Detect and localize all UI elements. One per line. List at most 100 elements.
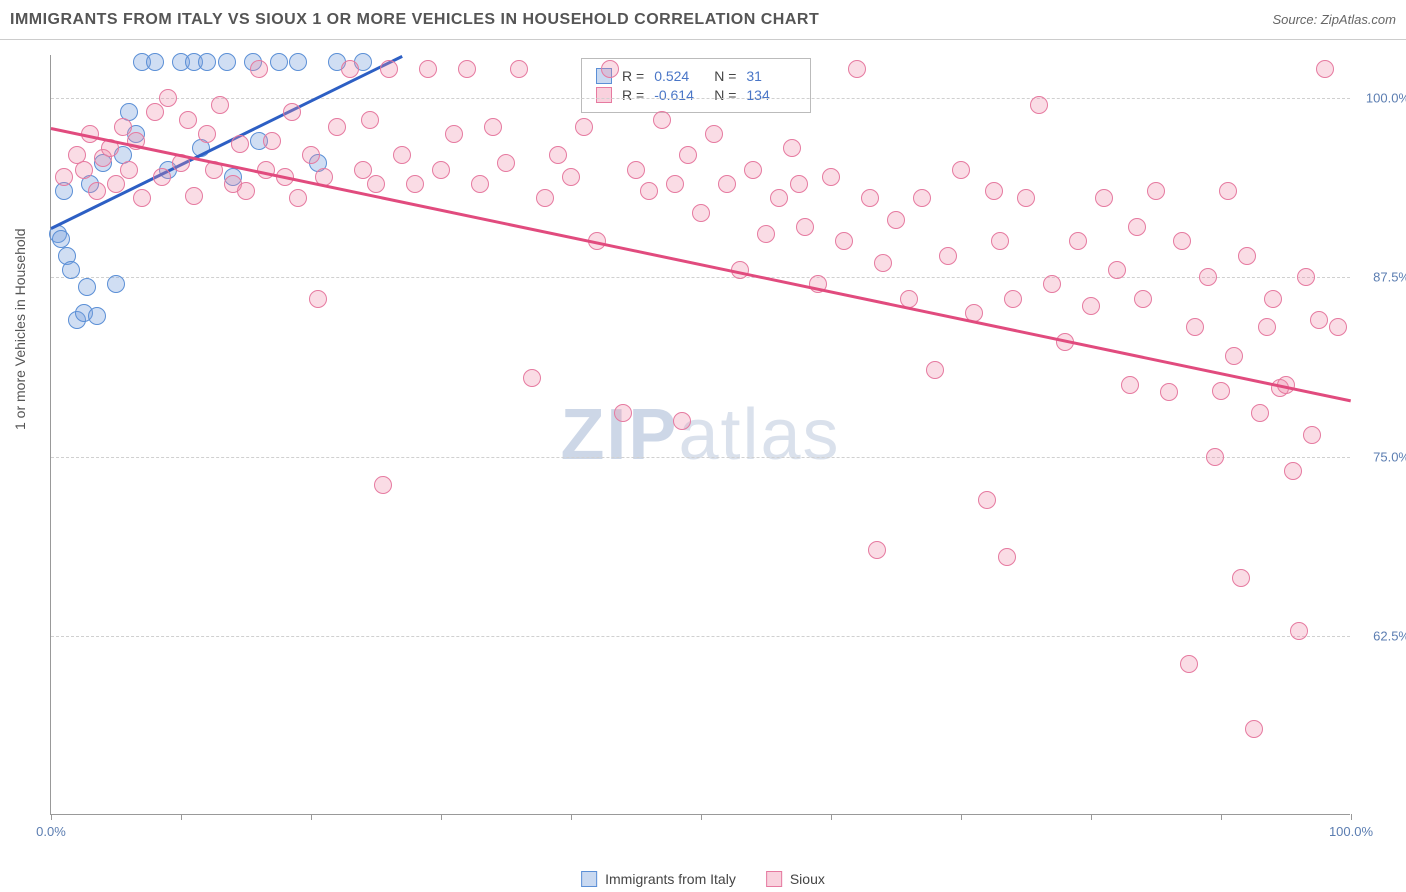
stat-row-sioux: R = -0.614 N = 134 bbox=[596, 87, 796, 103]
data-point bbox=[1030, 96, 1048, 114]
data-point bbox=[1128, 218, 1146, 236]
y-tick-label: 62.5% bbox=[1355, 628, 1406, 643]
data-point bbox=[998, 548, 1016, 566]
data-point bbox=[1147, 182, 1165, 200]
x-tick bbox=[831, 814, 832, 820]
data-point bbox=[1095, 189, 1113, 207]
data-point bbox=[146, 103, 164, 121]
x-tick bbox=[961, 814, 962, 820]
data-point bbox=[1134, 290, 1152, 308]
data-point bbox=[991, 232, 1009, 250]
data-point bbox=[270, 53, 288, 71]
data-point bbox=[62, 261, 80, 279]
gridline-h bbox=[51, 98, 1350, 99]
data-point bbox=[133, 189, 151, 207]
data-point bbox=[302, 146, 320, 164]
data-point bbox=[471, 175, 489, 193]
data-point bbox=[887, 211, 905, 229]
data-point bbox=[361, 111, 379, 129]
data-point bbox=[874, 254, 892, 272]
data-point bbox=[939, 247, 957, 265]
data-point bbox=[549, 146, 567, 164]
data-point bbox=[406, 175, 424, 193]
data-point bbox=[78, 278, 96, 296]
legend-swatch-italy bbox=[581, 871, 597, 887]
data-point bbox=[75, 161, 93, 179]
data-point bbox=[1082, 297, 1100, 315]
watermark: ZIPatlas bbox=[560, 394, 840, 476]
y-tick-label: 75.0% bbox=[1355, 449, 1406, 464]
data-point bbox=[120, 161, 138, 179]
swatch-sioux bbox=[596, 87, 612, 103]
x-tick bbox=[1351, 814, 1352, 820]
data-point bbox=[1173, 232, 1191, 250]
data-point bbox=[458, 60, 476, 78]
data-point bbox=[1180, 655, 1198, 673]
gridline-h bbox=[51, 457, 1350, 458]
data-point bbox=[179, 111, 197, 129]
data-point bbox=[835, 232, 853, 250]
data-point bbox=[1245, 720, 1263, 738]
data-point bbox=[283, 103, 301, 121]
data-point bbox=[380, 60, 398, 78]
data-point bbox=[679, 146, 697, 164]
data-point bbox=[692, 204, 710, 222]
data-point bbox=[107, 275, 125, 293]
y-axis-title: 1 or more Vehicles in Household bbox=[12, 228, 28, 430]
source-attribution: Source: ZipAtlas.com bbox=[1272, 12, 1396, 27]
data-point bbox=[1264, 290, 1282, 308]
data-point bbox=[328, 118, 346, 136]
data-point bbox=[640, 182, 658, 200]
r-label-italy: R = bbox=[622, 68, 644, 84]
data-point bbox=[790, 175, 808, 193]
data-point bbox=[673, 412, 691, 430]
data-point bbox=[718, 175, 736, 193]
data-point bbox=[705, 125, 723, 143]
data-point bbox=[536, 189, 554, 207]
data-point bbox=[218, 53, 236, 71]
data-point bbox=[289, 189, 307, 207]
data-point bbox=[432, 161, 450, 179]
data-point bbox=[1290, 622, 1308, 640]
data-point bbox=[1212, 382, 1230, 400]
x-tick bbox=[181, 814, 182, 820]
n-value-italy: 31 bbox=[746, 68, 796, 84]
data-point bbox=[1310, 311, 1328, 329]
data-point bbox=[88, 307, 106, 325]
data-point bbox=[985, 182, 1003, 200]
data-point bbox=[601, 60, 619, 78]
n-label-sioux: N = bbox=[714, 87, 736, 103]
data-point bbox=[374, 476, 392, 494]
data-point bbox=[445, 125, 463, 143]
legend-label-sioux: Sioux bbox=[790, 871, 825, 887]
data-point bbox=[1297, 268, 1315, 286]
data-point bbox=[796, 218, 814, 236]
data-point bbox=[562, 168, 580, 186]
data-point bbox=[419, 60, 437, 78]
data-point bbox=[523, 369, 541, 387]
legend-item-sioux: Sioux bbox=[766, 871, 825, 887]
data-point bbox=[159, 89, 177, 107]
data-point bbox=[250, 60, 268, 78]
data-point bbox=[1303, 426, 1321, 444]
data-point bbox=[614, 404, 632, 422]
data-point bbox=[354, 161, 372, 179]
data-point bbox=[868, 541, 886, 559]
data-point bbox=[1043, 275, 1061, 293]
source-name: ZipAtlas.com bbox=[1321, 12, 1396, 27]
data-point bbox=[757, 225, 775, 243]
data-point bbox=[289, 53, 307, 71]
data-point bbox=[107, 175, 125, 193]
x-tick bbox=[441, 814, 442, 820]
data-point bbox=[627, 161, 645, 179]
series-legend: Immigrants from Italy Sioux bbox=[581, 871, 825, 887]
data-point bbox=[1121, 376, 1139, 394]
data-point bbox=[1186, 318, 1204, 336]
title-bar: IMMIGRANTS FROM ITALY VS SIOUX 1 OR MORE… bbox=[0, 0, 1406, 40]
data-point bbox=[114, 118, 132, 136]
data-point bbox=[913, 189, 931, 207]
data-point bbox=[1225, 347, 1243, 365]
data-point bbox=[1219, 182, 1237, 200]
legend-label-italy: Immigrants from Italy bbox=[605, 871, 736, 887]
data-point bbox=[237, 182, 255, 200]
